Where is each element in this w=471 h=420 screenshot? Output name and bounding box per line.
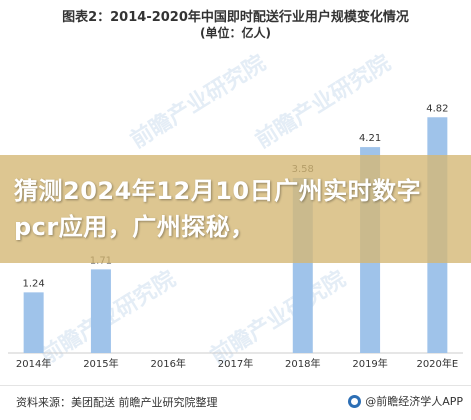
banner-text: 猜测2024年12月10日广州实时数字pcr应用，广州探秘， [14,177,422,241]
x-tick-label: 2018年 [285,357,320,370]
source-note: 资料来源：美团配送 前瞻产业研究院整理 [16,396,218,409]
bar-value-label: 4.21 [359,133,381,144]
bar-value-label: 4.82 [426,103,448,114]
brand-logo-icon [348,394,362,408]
bar [90,269,111,353]
x-tick-label: 2019年 [352,357,387,370]
brand-label: @前瞻经济学人APP [365,395,463,408]
chart-title: 图表2：2014-2020年中国即时配送行业用户规模变化情况 [62,10,409,25]
chart-subtitle: (单位：亿人) [200,26,271,40]
x-tick-label: 2020年E [416,357,458,370]
overlay-banner: 猜测2024年12月10日广州实时数字pcr应用，广州探秘， [0,155,471,263]
bar [23,292,44,353]
brand-credit: @前瞻经济学人APP [348,393,463,409]
x-tick-label: 2016年 [150,357,185,370]
x-tick-label: 2017年 [218,357,253,370]
footer: 资料来源：美团配送 前瞻产业研究院整理 @前瞻经济学人APP [0,385,471,420]
x-tick-label: 2014年 [16,357,51,370]
bar-value-label: 1.24 [23,278,45,289]
x-tick-label: 2015年 [83,357,118,370]
